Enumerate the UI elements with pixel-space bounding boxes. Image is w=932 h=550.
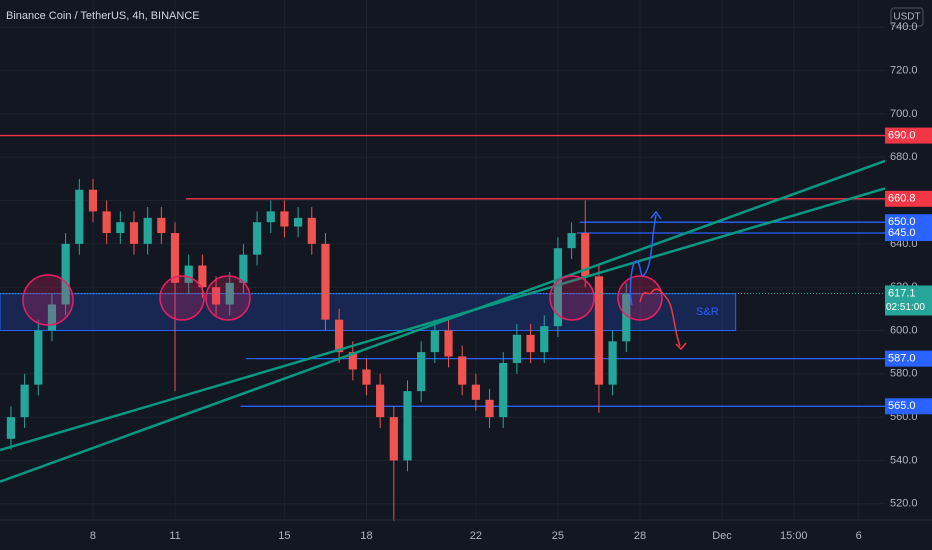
candle-body: [622, 293, 631, 342]
candle-body: [321, 243, 330, 320]
level-tag: [885, 190, 932, 207]
level-label: 660.8: [888, 193, 916, 205]
candle-body: [88, 189, 98, 212]
candle-body: [293, 217, 303, 227]
y-tick-label: 540.0: [890, 454, 918, 466]
currency: USDT: [893, 12, 920, 23]
y-tick-label: 720.0: [890, 65, 918, 77]
forecast-up: [629, 214, 657, 306]
highlight-circle: [159, 275, 205, 321]
annotations: [22, 210, 687, 351]
x-tick-label: 22: [470, 530, 482, 542]
candle-body: [239, 254, 248, 283]
level-tag: [885, 398, 932, 415]
plot-area: S&R: [0, 0, 886, 522]
y-tick-label: 680.0: [890, 151, 918, 163]
candle-body: [335, 319, 344, 353]
candle-body: [417, 352, 426, 392]
candle-body: [307, 217, 316, 244]
candle-body: [75, 189, 84, 244]
arrow-head: [650, 210, 662, 220]
price-axis-bg: [885, 0, 932, 520]
x-tick-label: 28: [634, 530, 646, 542]
candle-body: [567, 233, 576, 249]
x-tick-label: 25: [552, 530, 564, 542]
level-tag: [885, 127, 932, 144]
y-tick-label: 600.0: [890, 324, 918, 336]
candle-body: [471, 384, 480, 400]
level-label: 587.0: [888, 353, 916, 365]
candle-body: [143, 217, 152, 244]
zone-label: S&R: [696, 306, 719, 318]
candle-body: [581, 233, 590, 277]
level-label: 690.0: [888, 129, 916, 141]
candle-body: [34, 330, 43, 385]
x-tick-label: 11: [169, 530, 180, 542]
x-tick-label: 15:00: [780, 530, 808, 542]
y-tick-label: 580.0: [890, 368, 918, 380]
chart-title: Binance Coin / TetherUS, 4h, BINANCE: [6, 10, 200, 22]
x-tick-label: 18: [360, 530, 372, 542]
y-tick-label: 700.0: [890, 108, 918, 120]
highlight-circle: [549, 275, 595, 321]
arrow-head: [675, 342, 687, 351]
y-tick-label: 740.0: [890, 21, 918, 33]
candle-body: [362, 369, 371, 385]
candle-body: [116, 222, 125, 234]
x-tick-label: Dec: [712, 530, 732, 542]
candle-body: [444, 330, 453, 357]
candle-body: [225, 282, 234, 305]
candle-body: [553, 248, 563, 327]
last-price-label: 617.1: [888, 287, 916, 299]
candle-body: [157, 217, 166, 234]
x-tick-label: 15: [278, 530, 290, 542]
level-label: 645.0: [888, 227, 916, 239]
candle-body: [129, 222, 139, 244]
candle-body: [512, 334, 521, 363]
level-tag: [885, 225, 932, 242]
level-tag: [885, 350, 932, 367]
candle-body: [540, 326, 549, 353]
candle-body: [184, 265, 193, 283]
candle-body: [61, 243, 70, 305]
candle-body: [485, 399, 494, 418]
y-tick-label: 520.0: [890, 498, 918, 510]
level-label: 565.0: [888, 400, 916, 412]
x-tick-label: 8: [90, 530, 96, 542]
candle-body: [6, 417, 16, 439]
forecast-down: [639, 288, 681, 347]
candle-body: [499, 362, 508, 418]
candle-body: [526, 334, 535, 353]
candle-body: [20, 384, 29, 418]
candle-body: [458, 356, 467, 385]
candle-body: [170, 233, 180, 283]
countdown: 02:51:00: [886, 302, 925, 313]
trendline: [0, 159, 886, 483]
trendline: [0, 187, 886, 452]
highlight-circle: [617, 275, 663, 321]
x-tick-label: 6: [856, 530, 862, 542]
candle-body: [608, 341, 617, 385]
candle-body: [198, 265, 207, 288]
candle-body: [389, 417, 398, 461]
candle-body: [403, 391, 412, 461]
candle-body: [376, 384, 385, 418]
candle-body: [266, 211, 275, 223]
sr-zone: [0, 293, 737, 331]
currency-box: [890, 7, 924, 27]
candle-body: [47, 304, 57, 331]
candle-body: [430, 330, 439, 353]
candle-body: [211, 287, 221, 305]
candle-body: [102, 211, 111, 234]
highlight-circle: [22, 274, 74, 326]
highlight-circle: [205, 275, 251, 321]
candle-body: [348, 352, 357, 370]
candle-body: [280, 211, 289, 227]
candle-body: [252, 222, 262, 255]
candle-body: [594, 276, 604, 385]
last-price-tag: [885, 285, 932, 316]
